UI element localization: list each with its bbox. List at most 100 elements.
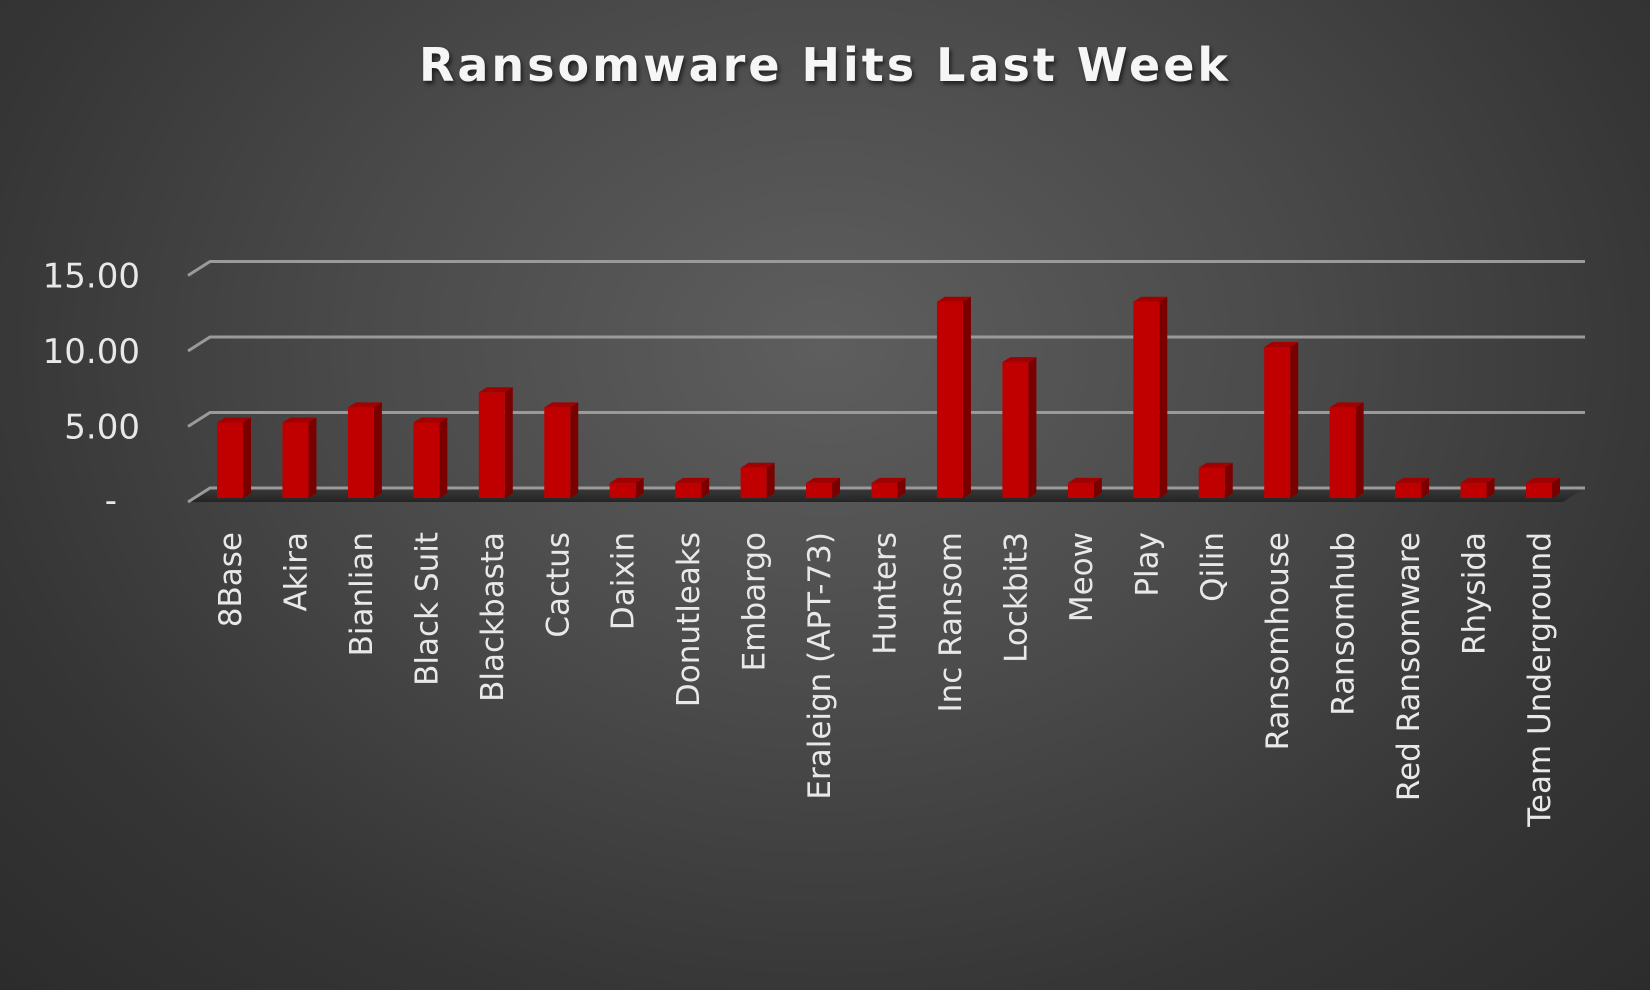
bar xyxy=(675,477,710,498)
bar xyxy=(871,477,906,498)
bar-front xyxy=(413,422,440,498)
bar-top xyxy=(1460,477,1495,483)
bar-top xyxy=(1067,477,1102,483)
y-tick-label: - xyxy=(105,481,117,521)
x-tick-label: Blackbasta xyxy=(475,532,511,702)
gridline xyxy=(187,411,1585,428)
x-tick-label: Lockbit3 xyxy=(998,532,1034,663)
gridline xyxy=(187,486,1585,504)
bar-top xyxy=(1395,477,1430,483)
bar xyxy=(609,477,644,498)
bar-top xyxy=(609,477,644,483)
bar-side xyxy=(1093,477,1102,498)
x-tick-label: Bianlian xyxy=(344,532,380,656)
bar-top xyxy=(1329,402,1364,408)
y-tick-label: 15.00 xyxy=(43,257,140,297)
bar-top xyxy=(544,402,579,408)
bar-front xyxy=(740,467,767,498)
bar-side xyxy=(1159,296,1168,498)
bar xyxy=(1198,462,1233,498)
x-tick-label: Meow xyxy=(1064,532,1100,622)
bar-front xyxy=(1329,407,1356,498)
bar-side xyxy=(701,477,710,498)
bar xyxy=(478,387,513,498)
bar xyxy=(806,477,841,498)
bar-top xyxy=(1526,477,1560,483)
gridline xyxy=(187,260,1585,277)
bar-top xyxy=(347,402,382,408)
bar-front xyxy=(544,407,571,498)
bar xyxy=(1264,342,1299,498)
x-tick-label: Donutleaks xyxy=(671,532,707,707)
bar-front xyxy=(282,422,309,498)
bar-top xyxy=(806,477,841,483)
bar-side xyxy=(1552,477,1560,498)
bar-side xyxy=(373,402,382,498)
bar xyxy=(347,402,382,498)
bar-top xyxy=(871,477,906,483)
bar-top xyxy=(675,477,710,483)
bar-top xyxy=(282,417,317,423)
bar-top xyxy=(1264,342,1299,347)
bar-front xyxy=(1198,467,1225,498)
bar-side xyxy=(570,402,579,498)
bar-front xyxy=(1133,301,1160,498)
x-tick-label: Inc Ransom xyxy=(933,532,969,713)
x-tick-label: Hunters xyxy=(868,532,904,655)
x-tick-label: Team Underground xyxy=(1522,532,1558,828)
bar-side xyxy=(504,387,513,498)
bar-front xyxy=(1067,482,1094,498)
bar-front xyxy=(347,407,374,498)
bar-top xyxy=(1198,462,1233,468)
bar xyxy=(740,462,775,498)
x-tick-label: Black Suit xyxy=(409,532,445,686)
bar xyxy=(1526,477,1560,498)
bar-side xyxy=(635,477,644,498)
x-tick-label: Daixin xyxy=(606,532,642,630)
bar-front xyxy=(1460,482,1487,498)
bar xyxy=(1133,296,1168,498)
bar-side xyxy=(962,296,971,498)
x-tick-label: Cactus xyxy=(540,532,576,638)
bar-front xyxy=(1526,482,1552,498)
bar-side xyxy=(1355,402,1364,498)
bar xyxy=(1329,402,1364,498)
x-tick-label: Play xyxy=(1129,532,1165,597)
bar-side xyxy=(243,417,251,498)
bar-front xyxy=(675,482,702,498)
bar-top xyxy=(1002,357,1037,363)
bar-top xyxy=(413,417,448,423)
bar-top xyxy=(217,417,251,423)
x-tick-label: Red Ransomware xyxy=(1391,532,1427,801)
bar-front xyxy=(871,482,898,498)
bar-front xyxy=(217,422,243,498)
bar-front xyxy=(806,482,833,498)
bar-top xyxy=(1133,296,1168,302)
bar-top xyxy=(936,296,971,302)
bar xyxy=(282,417,317,498)
x-tick-label: 8Base xyxy=(213,532,249,627)
x-tick-label: Eraleign (APT-73) xyxy=(802,532,838,800)
x-tick-label: Ransomhub xyxy=(1326,532,1362,716)
bar-side xyxy=(1290,342,1299,498)
bar-front xyxy=(1264,347,1291,498)
bar-side xyxy=(439,417,448,498)
x-tick-label: Rhysida xyxy=(1457,532,1493,655)
bar-side xyxy=(308,417,317,498)
x-tick-label: Qilin xyxy=(1195,532,1231,602)
gridline xyxy=(187,335,1585,353)
bar-side xyxy=(766,462,775,498)
bar xyxy=(1002,357,1037,498)
bar-side xyxy=(832,477,841,498)
bar-top xyxy=(740,462,775,468)
bar xyxy=(544,402,579,498)
bar-side xyxy=(1224,462,1233,498)
bar xyxy=(217,417,251,498)
bar-front xyxy=(1395,482,1422,498)
bar xyxy=(413,417,448,498)
x-tick-label: Ransomhouse xyxy=(1260,532,1296,750)
bar-side xyxy=(1421,477,1430,498)
chart-title: Ransomware Hits Last Week xyxy=(418,38,1232,92)
y-tick-label: 10.00 xyxy=(43,332,140,372)
